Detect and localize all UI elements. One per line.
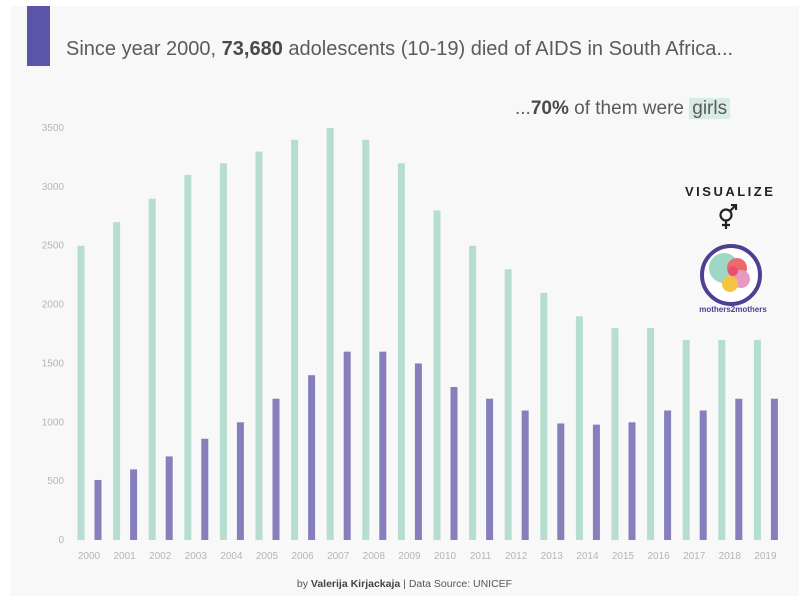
bar-series-a-2008 (362, 139, 370, 540)
x-tick-label: 2004 (220, 551, 243, 562)
bars-group (77, 128, 778, 541)
bar-series-a-2003 (184, 175, 192, 541)
x-tick-label: 2019 (754, 551, 777, 562)
x-tick-label: 2012 (505, 551, 528, 562)
bar-series-a-2011 (469, 245, 477, 540)
bar-series-a-2001 (113, 222, 121, 540)
bar-series-a-2004 (219, 163, 227, 541)
author-name: Valerija Kirjackaja (310, 578, 401, 590)
bar-series-b-2011 (486, 398, 494, 540)
y-tick-label: 2000 (42, 300, 65, 311)
x-tick-label: 2008 (363, 551, 386, 562)
x-tick-label: 2015 (612, 551, 635, 562)
y-tick-label: 1000 (42, 417, 65, 428)
bar-series-b-2019 (770, 398, 778, 540)
bar-series-a-2018 (718, 339, 726, 540)
x-tick-label: 2003 (185, 551, 208, 562)
bar-series-b-2014 (592, 424, 600, 540)
girls-percent: 70% (530, 98, 569, 119)
x-tick-label: 2018 (719, 551, 742, 562)
y-tick-label: 1500 (42, 358, 65, 369)
bar-series-a-2013 (540, 292, 548, 540)
bar-series-a-2017 (682, 339, 690, 540)
bar-series-a-2014 (575, 316, 583, 540)
bar-series-b-2008 (379, 351, 387, 540)
y-tick-label: 500 (47, 476, 64, 487)
bar-series-a-2007 (326, 128, 334, 540)
x-tick-label: 2013 (541, 551, 564, 562)
y-axis: 0 500 1000 1500 2000 2500 3000 3500 (42, 123, 65, 546)
bar-series-b-2007 (343, 351, 351, 540)
subtitle: ...70% of them were girls (515, 98, 731, 120)
bar-series-b-2017 (699, 410, 707, 540)
x-tick-label: 2000 (78, 551, 101, 562)
bar-series-a-2016 (647, 328, 655, 540)
visualize-logo: VISUALIZE (685, 184, 776, 199)
bar-series-a-2019 (753, 339, 761, 540)
bar-series-b-2016 (664, 410, 672, 540)
x-tick-label: 2010 (434, 551, 457, 562)
bar-series-b-2006 (308, 375, 316, 540)
x-tick-label: 2001 (113, 551, 136, 562)
page-title: Since year 2000, 73,680 adolescents (10-… (66, 38, 734, 60)
bar-series-b-2013 (557, 423, 565, 540)
x-tick-label: 2005 (256, 551, 279, 562)
bar-series-b-2018 (735, 398, 743, 540)
credit-footer: by Valerija Kirjackaja | Data Source: UN… (296, 578, 513, 590)
data-source: Data Source: UNICEF (408, 578, 513, 590)
logo-block: VISUALIZE mothers2mothers (680, 184, 776, 314)
bar-series-a-2006 (291, 139, 299, 540)
x-tick-label: 2006 (291, 551, 314, 562)
mothers2mothers-logo: mothers2mothers (699, 244, 767, 314)
bar-series-b-2015 (628, 422, 636, 540)
x-tick-label: 2007 (327, 551, 350, 562)
accent-bar (27, 6, 50, 66)
m2m-label: mothers2mothers (699, 305, 767, 314)
y-tick-label: 0 (58, 535, 64, 546)
bar-series-b-2005 (272, 398, 280, 540)
girls-highlight: girls (689, 98, 731, 119)
gender-symbol-icon (719, 204, 738, 229)
x-tick-label: 2017 (683, 551, 706, 562)
x-axis: 2000 2001 2002 2003 2004 2005 2006 2007 2008 2009… (78, 551, 777, 562)
bar-series-b-2001 (130, 469, 138, 540)
x-tick-label: 2002 (149, 551, 172, 562)
y-tick-label: 3500 (42, 123, 65, 134)
bar-series-a-2009 (397, 163, 405, 541)
bar-series-b-2003 (201, 438, 209, 540)
bar-series-b-2002 (165, 456, 173, 540)
bar-series-b-2012 (521, 410, 529, 540)
bar-series-a-2000 (77, 245, 85, 540)
bar-series-a-2010 (433, 210, 441, 540)
total-deaths-number: 73,680 (221, 38, 283, 60)
bar-series-b-2004 (236, 422, 244, 540)
bar-series-a-2015 (611, 328, 619, 540)
bar-series-a-2012 (504, 269, 512, 540)
bar-series-a-2002 (148, 198, 156, 540)
bar-series-b-2000 (94, 479, 102, 540)
y-tick-label: 3000 (42, 182, 65, 193)
x-tick-label: 2011 (470, 551, 492, 562)
x-tick-label: 2009 (398, 551, 421, 562)
bar-series-b-2010 (450, 386, 458, 540)
x-tick-label: 2014 (576, 551, 599, 562)
bar-series-b-2009 (414, 363, 422, 540)
y-tick-label: 2500 (42, 241, 65, 252)
x-tick-label: 2016 (647, 551, 670, 562)
bar-series-a-2005 (255, 151, 263, 541)
